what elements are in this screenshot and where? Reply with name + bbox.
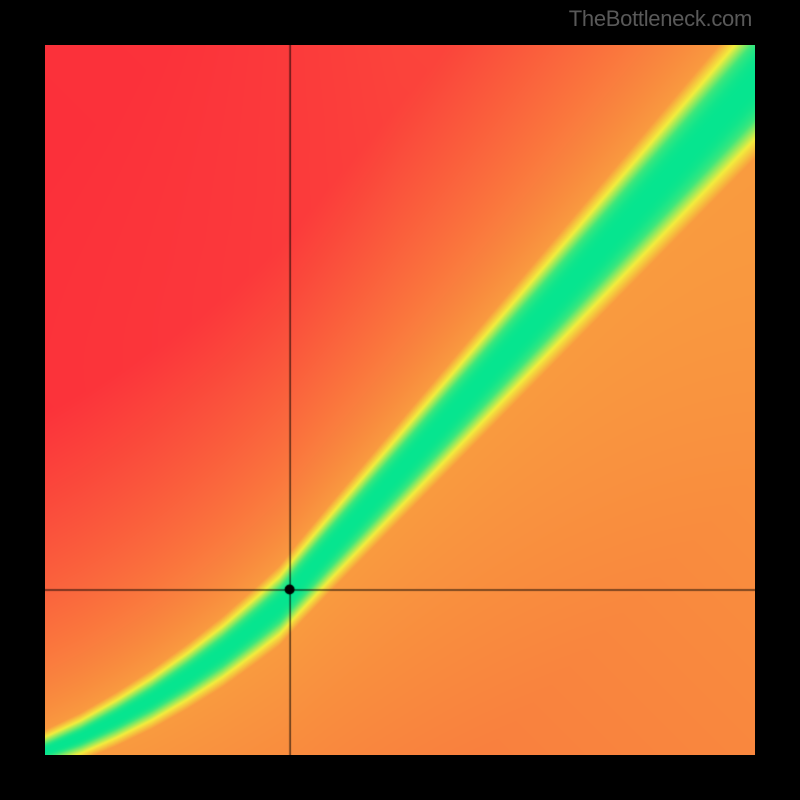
heatmap-canvas [45,45,755,755]
bottleneck-heatmap [45,45,755,755]
chart-frame: TheBottleneck.com [0,0,800,800]
watermark-text: TheBottleneck.com [569,6,752,32]
